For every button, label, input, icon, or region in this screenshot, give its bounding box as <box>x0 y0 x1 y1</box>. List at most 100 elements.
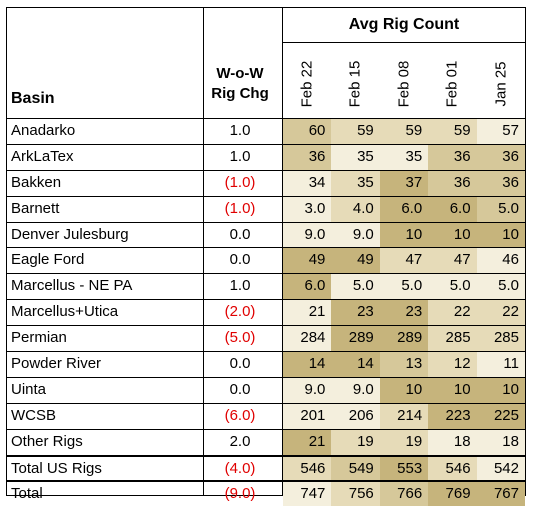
rig-count-value: 10 <box>405 380 423 398</box>
table-row: Anadarko 1.0 60 59 59 59 57 <box>7 118 525 144</box>
basin-name: Denver Julesburg <box>11 225 129 243</box>
rig-count-value: 22 <box>502 303 519 321</box>
rig-count-value: 36 <box>453 147 471 165</box>
rig-count-cell: 47 <box>379 248 429 274</box>
rig-count-value: 546 <box>445 459 471 477</box>
basin-name: Eagle Ford <box>11 251 85 269</box>
rig-count-value: 47 <box>405 251 423 269</box>
rig-count-cell: 285 <box>476 326 525 352</box>
wow-change-header: W-o-W Rig Chg <box>204 64 276 104</box>
rig-count-cell: 549 <box>331 456 380 481</box>
rig-count-value: 214 <box>397 406 423 424</box>
rig-count-value: 35 <box>357 147 374 165</box>
rig-count-value: 21 <box>308 432 326 450</box>
rig-count-cell: 9.0 <box>283 222 332 248</box>
rig-count-value: 36 <box>502 147 519 165</box>
date-header-label: Feb 01 <box>443 60 461 108</box>
rig-count-cell: 13 <box>379 352 429 377</box>
wow-change-value: 0.0 <box>229 355 251 373</box>
rig-count-cell: 6.0 <box>379 196 429 222</box>
rig-count-cell: 23 <box>331 300 380 326</box>
rig-count-value: 35 <box>405 147 423 165</box>
rig-count-value: 9.0 <box>352 225 374 243</box>
rig-count-value: 542 <box>493 459 519 477</box>
rig-count-cell: 59 <box>428 119 477 144</box>
rig-count-cell: 36 <box>476 170 525 196</box>
rig-count-cell: 206 <box>331 403 380 429</box>
rig-count-value: 36 <box>453 173 471 191</box>
rig-count-value: 756 <box>348 485 374 503</box>
wow-change-value: (1.0) <box>224 199 256 217</box>
date-header-label: Jan 25 <box>492 61 510 107</box>
basin-name: Total US Rigs <box>11 459 102 477</box>
rig-count-cell: 60 <box>283 119 332 144</box>
table-row: Marcellus - NE PA 1.0 6.0 5.0 5.0 5.0 5.0 <box>7 273 525 300</box>
rig-count-cell: 49 <box>331 248 380 274</box>
rig-count-cell: 284 <box>283 326 332 352</box>
rig-count-value: 201 <box>300 406 326 424</box>
table-row: Uinta 0.0 9.0 9.0 10 10 10 <box>7 376 525 403</box>
rig-count-cell: 766 <box>379 482 429 506</box>
rig-count-cell: 10 <box>379 222 429 248</box>
rig-count-value: 21 <box>308 303 326 321</box>
avg-rig-count-header: Avg Rig Count <box>348 16 460 33</box>
wow-change-value: (5.0) <box>224 329 256 347</box>
rig-count-cell: 225 <box>476 403 525 429</box>
rig-count-value: 34 <box>308 173 326 191</box>
rig-count-cell: 9.0 <box>331 377 380 403</box>
rig-count-cell: 289 <box>379 326 429 352</box>
table-row: Powder River 0.0 14 14 13 12 11 <box>7 351 525 377</box>
rig-count-value: 225 <box>493 406 519 424</box>
date-header-label: Feb 22 <box>298 60 316 108</box>
rig-count-cell: 5.0 <box>379 274 429 300</box>
date-header-1: Feb 15 <box>331 52 379 116</box>
table-body: Anadarko 1.0 60 59 59 59 57 ArkLaTex 1.0 36 35 35 36… <box>7 118 525 506</box>
wow-change-value: 1.0 <box>229 122 251 139</box>
rig-count-cell: 3.0 <box>283 196 332 222</box>
rig-count-cell: 36 <box>283 144 332 170</box>
wow-change-value: 0.0 <box>229 251 251 269</box>
wow-change-value: (1.0) <box>224 173 256 191</box>
rig-count-cell: 19 <box>379 429 429 455</box>
rig-count-value: 766 <box>397 485 423 503</box>
rig-count-cell: 769 <box>428 482 477 506</box>
basin-name: Uinta <box>11 380 47 398</box>
rig-count-value: 284 <box>300 329 326 347</box>
basin-name: Other Rigs <box>11 432 83 450</box>
basin-name: Bakken <box>11 173 62 191</box>
rig-count-cell: 201 <box>283 403 332 429</box>
rig-count-cell: 11 <box>476 352 525 377</box>
rig-count-cell: 10 <box>428 377 477 403</box>
rig-count-cell: 4.0 <box>331 196 380 222</box>
rig-count-value: 4.0 <box>352 199 374 217</box>
table-row: Total US Rigs (4.0) 546 549 553 546 542 <box>7 454 525 481</box>
rig-count-value: 59 <box>405 122 423 139</box>
rig-count-value: 47 <box>453 251 471 269</box>
rig-count-value: 285 <box>493 329 519 347</box>
table-row: Eagle Ford 0.0 49 49 47 47 46 <box>7 247 525 274</box>
rig-count-value: 46 <box>502 251 519 269</box>
rig-count-cell: 542 <box>476 456 525 481</box>
rig-count-value: 9.0 <box>304 225 326 243</box>
wow-change-value: (9.0) <box>224 485 256 503</box>
rig-count-value: 60 <box>308 122 326 139</box>
rig-count-cell: 546 <box>428 456 477 481</box>
table-row: Total (9.0) 747 756 766 769 767 <box>7 480 525 506</box>
date-header-label: Feb 08 <box>395 60 413 108</box>
rig-count-table: Basin W-o-W Rig Chg Avg Rig Count Feb 22… <box>6 7 526 506</box>
column-divider-basin <box>203 8 204 495</box>
avg-header-divider <box>283 42 525 43</box>
wow-change-header-line1: W-o-W <box>216 65 264 82</box>
rig-count-cell: 21 <box>283 300 332 326</box>
basin-name: Anadarko <box>11 122 76 139</box>
basin-name: Barnett <box>11 199 60 217</box>
rig-count-cell: 10 <box>476 222 525 248</box>
rig-count-value: 57 <box>502 122 519 139</box>
table-row: WCSB (6.0) 201 206 214 223 225 <box>7 402 525 429</box>
rig-count-cell: 35 <box>331 144 380 170</box>
rig-count-value: 23 <box>405 303 423 321</box>
rig-count-value: 59 <box>357 122 374 139</box>
rig-count-cell: 21 <box>283 429 332 455</box>
rig-count-value: 546 <box>300 459 326 477</box>
rig-count-cell: 767 <box>476 482 525 506</box>
